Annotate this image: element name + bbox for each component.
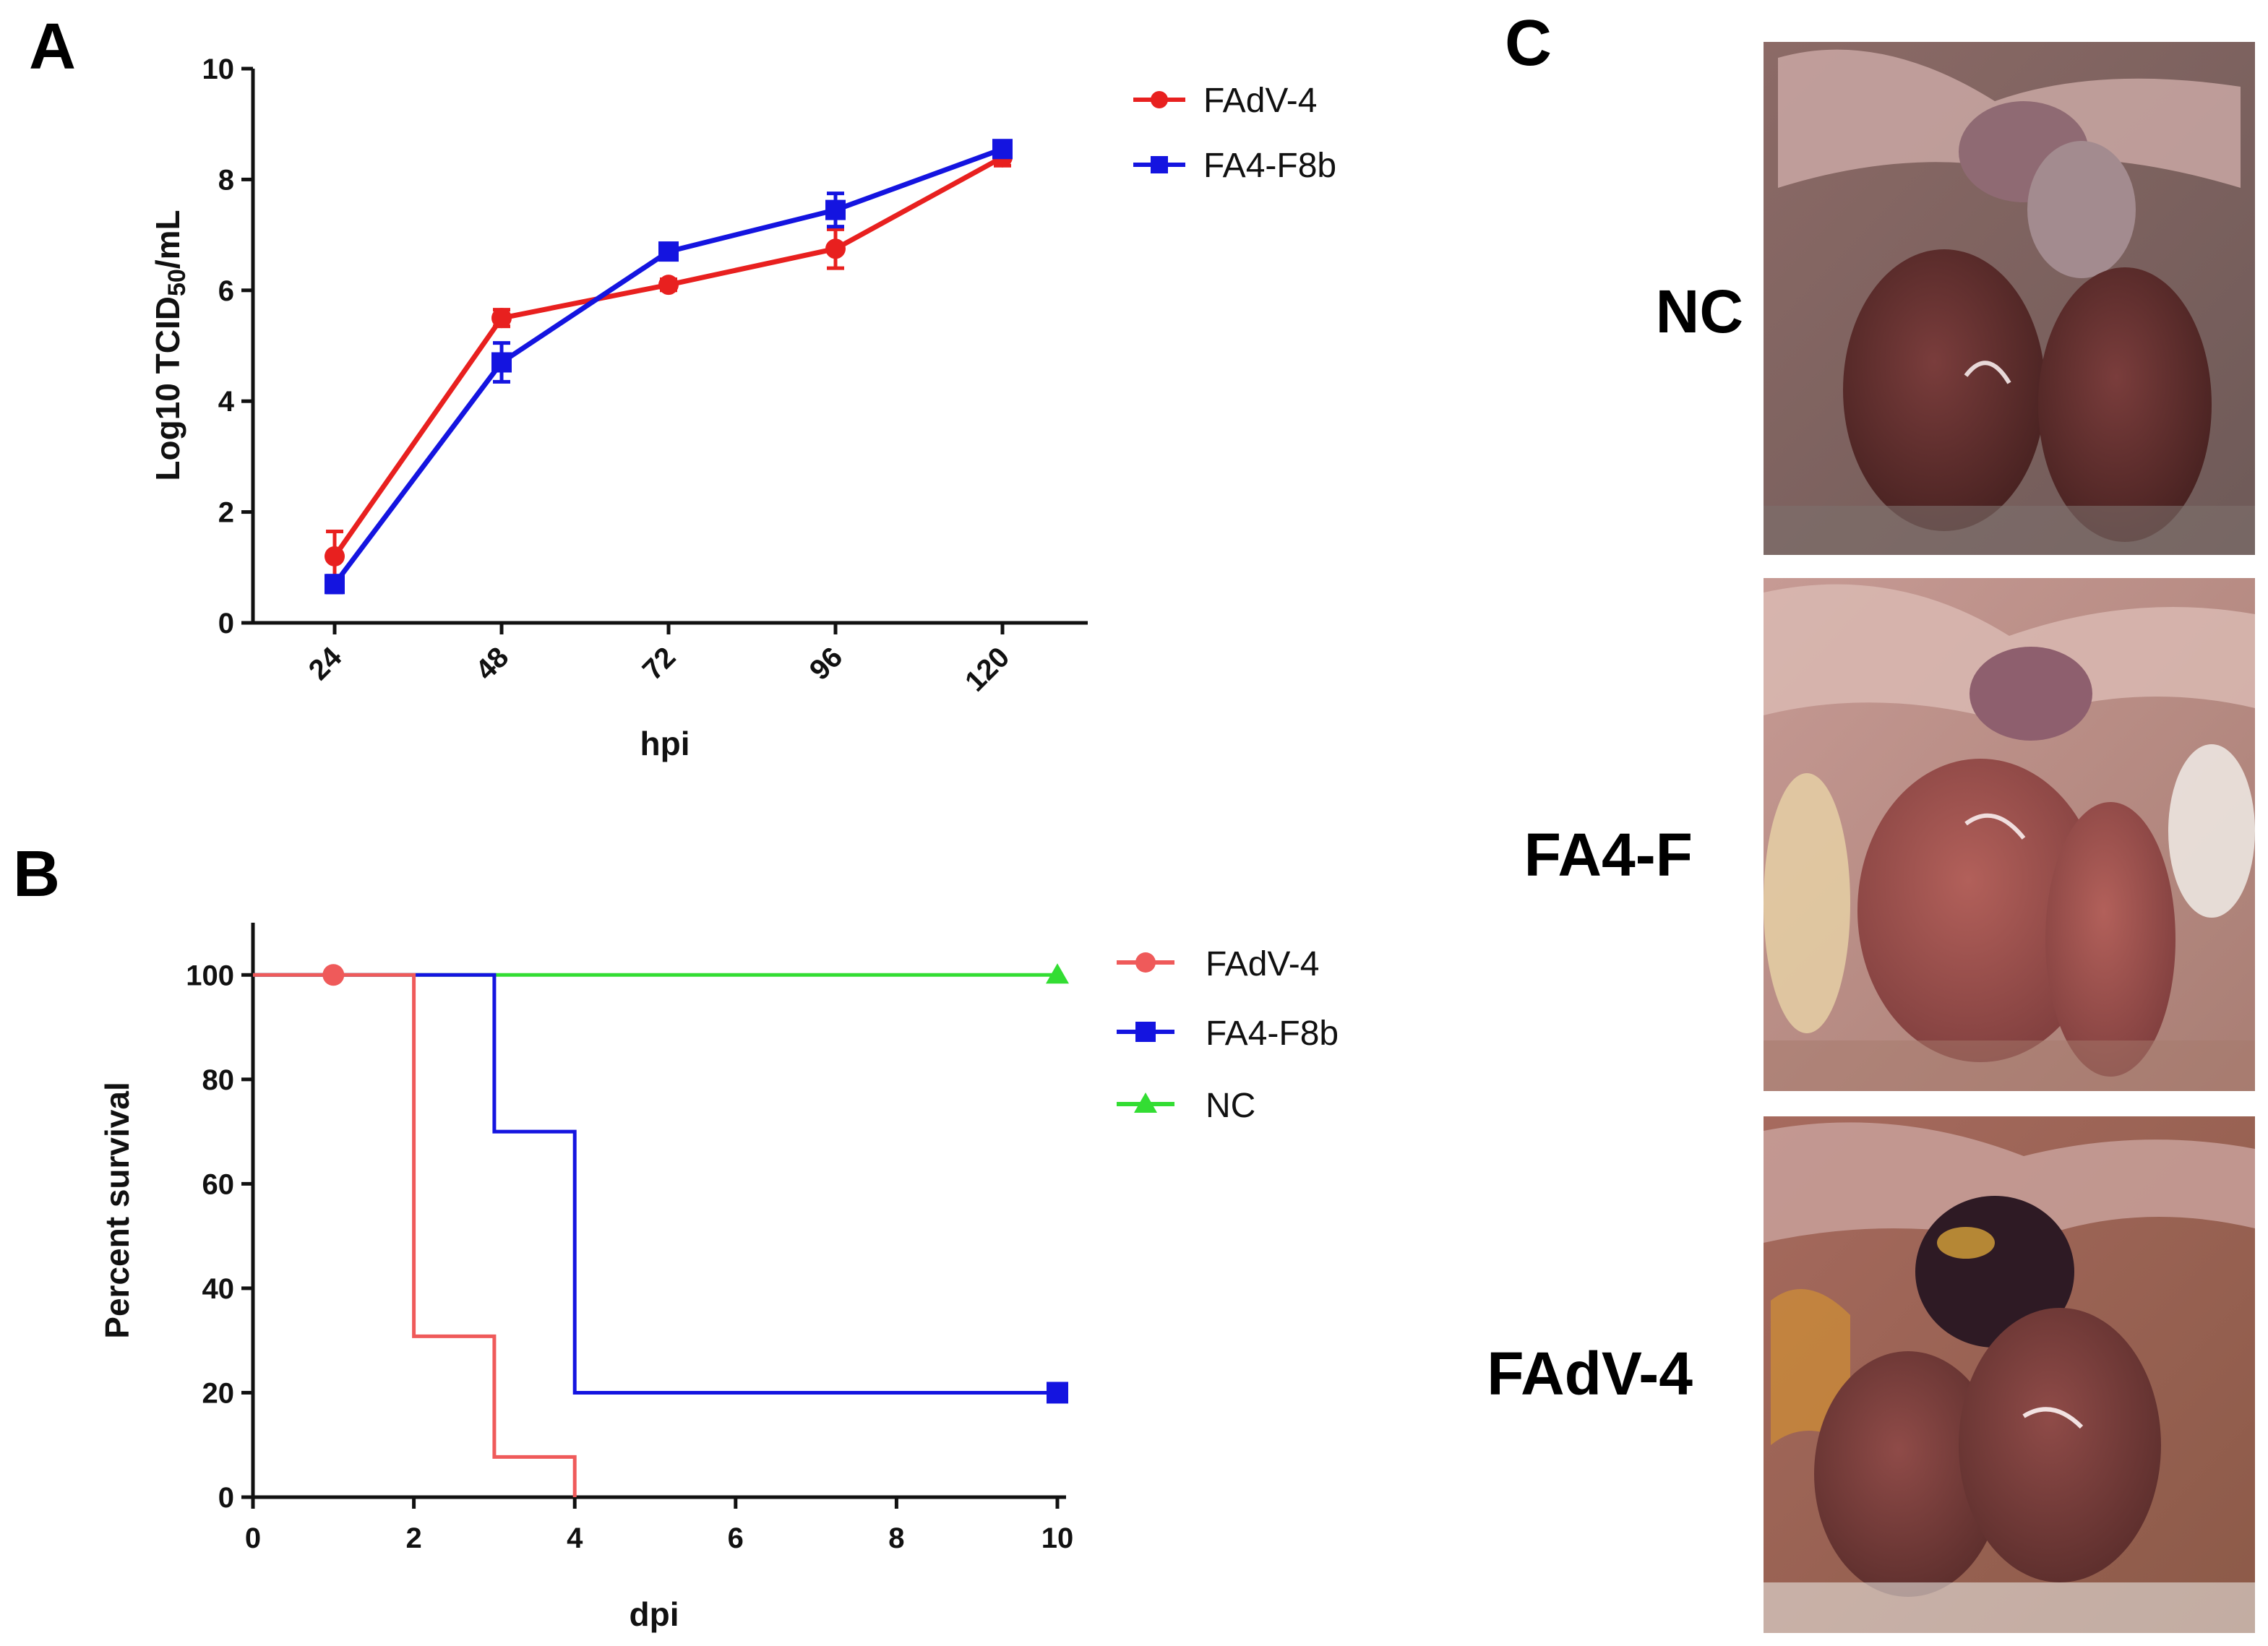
chart-a-x-tick-label: 96: [804, 641, 849, 686]
panel-label-b: B: [13, 838, 60, 910]
chart-b-x-label: dpi: [630, 1595, 679, 1633]
chart-b-line-fadv4: [253, 973, 577, 1497]
chart-a-y-tick-label: 0: [218, 608, 234, 639]
chart-b-x-tick-label: 10: [1041, 1522, 1074, 1554]
photo-fa4f: FA4-F: [1524, 578, 2255, 1091]
panel-label-a: A: [29, 11, 76, 83]
chart-a-x-tick-label: 120: [959, 641, 1015, 697]
chart-a-x-tick-label: 24: [303, 641, 348, 686]
chart-a-point-fa4f8b: [325, 574, 345, 595]
chart-a-point-fadv4: [325, 546, 345, 566]
chart-a-y-tick-label: 2: [218, 497, 234, 529]
photo-fadv4-image: [1764, 1116, 2255, 1633]
photo-fa4f-image: [1764, 578, 2255, 1091]
chart-b-legend-marker-fadv4: [1135, 952, 1156, 973]
chart-a-point-fa4f8b: [825, 199, 846, 220]
photo-label-fa4f: FA4-F: [1524, 821, 1693, 889]
chart-a-point-fadv4: [658, 275, 679, 296]
chart-a-point-fadv4: [491, 308, 512, 329]
chart-b-legend-label-fadv4: FAdV-4: [1206, 945, 1319, 983]
chart-b-point-fa4f8b: [1047, 1382, 1068, 1404]
chart-a-y-tick-label: 4: [218, 386, 235, 418]
chart-a-series: [325, 139, 1013, 595]
chart-a-point-fa4f8b: [992, 139, 1013, 160]
chart-a-y-ticks: 0 2 4 6 8 10: [202, 53, 253, 639]
chart-b-y-tick-label: 60: [202, 1168, 235, 1200]
chart-b-y-tick-label: 80: [202, 1064, 235, 1096]
chart-a-line-fadv4: [332, 155, 1004, 558]
chart-a-y-tick-label: 10: [202, 53, 235, 85]
chart-a-y-label-end: /mL: [149, 210, 186, 269]
chart-b-x-tick-label: 6: [728, 1522, 744, 1554]
chart-b-y-tick-label: 40: [202, 1273, 235, 1305]
photo-nc: NC: [1656, 42, 2255, 555]
chart-b-point-nc: [1046, 963, 1069, 984]
photo-label-fadv4: FAdV-4: [1487, 1340, 1693, 1408]
chart-b-series: [253, 963, 1069, 1497]
chart-a-x-ticks: 24 48 72 96 120: [303, 623, 1015, 698]
chart-b-legend-label-fa4f8b: FA4-F8b: [1206, 1014, 1339, 1053]
chart-b-y-tick-label: 100: [186, 960, 234, 991]
chart-b-y-label: Percent survival: [98, 1082, 136, 1338]
panel-label-c: C: [1505, 7, 1552, 79]
photo-nc-image: [1764, 42, 2255, 555]
chart-b-x-tick-label: 0: [245, 1522, 261, 1554]
chart-a-point-fadv4: [825, 238, 846, 259]
chart-a-legend-marker-fa4f8b: [1151, 156, 1168, 173]
chart-a-axes: [251, 69, 1088, 625]
chart-a-y-tick-label: 8: [218, 164, 234, 196]
chart-b-legend-label-nc: NC: [1206, 1087, 1255, 1125]
chart-a-legend-marker-fadv4: [1151, 91, 1168, 108]
chart-b-legend: FAdV-4 FA4-F8b NC: [1117, 945, 1339, 1125]
chart-a-legend-item-fa4f8b: FA4-F8b: [1133, 147, 1336, 185]
chart-b: 0 20 40 60 80 100 0 2 4 6 8 10 dpi Percent surviva…: [98, 923, 1339, 1633]
chart-a-y-label-main: Log10 TCID: [149, 296, 186, 481]
chart-a-y-tick-label: 6: [218, 275, 234, 307]
chart-b-x-tick-label: 4: [567, 1522, 583, 1554]
chart-a-x-label: hpi: [640, 725, 690, 762]
chart-a-point-fa4f8b: [491, 352, 512, 373]
chart-b-y-tick-label: 20: [202, 1377, 235, 1409]
chart-a-y-label-sub: 50: [163, 269, 191, 296]
chart-b-legend-item-fa4f8b: FA4-F8b: [1117, 1014, 1339, 1053]
chart-a-legend: FAdV-4 FA4-F8b: [1133, 82, 1336, 185]
chart-b-line-fa4f8b: [253, 973, 1057, 1395]
chart-a-legend-label-fa4f8b: FA4-F8b: [1203, 147, 1336, 185]
chart-b-legend-marker-fa4f8b: [1135, 1022, 1156, 1042]
chart-b-legend-marker-nc: [1134, 1093, 1157, 1113]
chart-b-legend-item-fadv4: FAdV-4: [1117, 945, 1319, 983]
chart-b-y-ticks: 0 20 40 60 80 100: [186, 960, 253, 1514]
chart-b-axes: [251, 923, 1066, 1499]
chart-b-y-tick-label: 0: [218, 1482, 234, 1514]
chart-a-x-tick-label: 48: [470, 641, 515, 686]
photo-label-nc: NC: [1656, 277, 1743, 345]
chart-b-point-fadv4: [322, 964, 345, 986]
chart-a-legend-item-fadv4: FAdV-4: [1133, 82, 1317, 120]
chart-b-legend-item-nc: NC: [1117, 1087, 1255, 1125]
chart-a-point-fa4f8b: [658, 241, 679, 262]
chart-a-legend-label-fadv4: FAdV-4: [1203, 82, 1317, 120]
chart-b-x-tick-label: 8: [888, 1522, 904, 1554]
photo-fadv4: FAdV-4: [1487, 1116, 2255, 1633]
chart-a-x-tick-label: 72: [637, 641, 682, 686]
chart-b-x-ticks: 0 2 4 6 8 10: [245, 1497, 1073, 1554]
chart-b-x-tick-label: 2: [405, 1522, 421, 1554]
chart-a-y-label: Log10 TCID50/mL: [149, 210, 191, 481]
